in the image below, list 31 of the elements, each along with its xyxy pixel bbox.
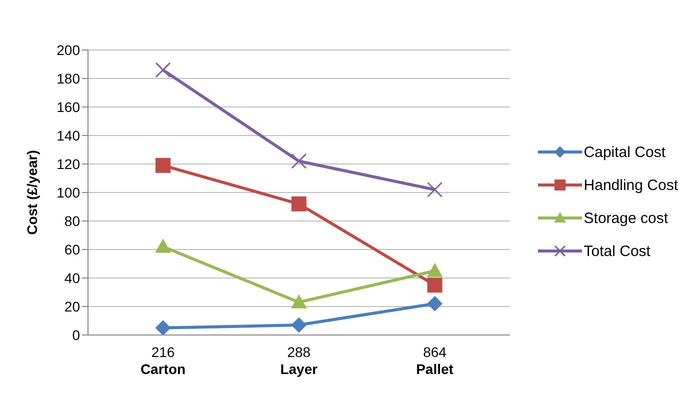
point bbox=[427, 296, 442, 312]
y-tick-label: 200 bbox=[56, 42, 80, 58]
x-tick-label: 864 Pallet bbox=[416, 344, 454, 377]
y-tick-label: 60 bbox=[64, 241, 80, 258]
x-tick-label: 288 Layer bbox=[280, 344, 318, 377]
point bbox=[156, 320, 170, 335]
point bbox=[291, 196, 306, 212]
point bbox=[427, 182, 443, 198]
point bbox=[427, 263, 442, 277]
y-tick-label: 140 bbox=[56, 127, 80, 144]
y-tick-label: 100 bbox=[56, 184, 80, 200]
point bbox=[291, 318, 306, 333]
legend-label: Total Cost bbox=[584, 242, 650, 262]
y-tick-label: 160 bbox=[56, 98, 80, 115]
y-tick-label: 120 bbox=[56, 156, 80, 172]
point bbox=[291, 153, 307, 169]
y-tick-label: 0 bbox=[72, 326, 80, 343]
y-tick-label: 180 bbox=[56, 70, 80, 86]
y-tick-label: 20 bbox=[64, 298, 80, 314]
y-tick-label: 80 bbox=[64, 212, 80, 229]
point bbox=[156, 239, 170, 253]
y-tick-label: 40 bbox=[64, 270, 80, 286]
point bbox=[155, 62, 171, 78]
point bbox=[427, 278, 442, 293]
legend-label: Storage cost bbox=[584, 208, 668, 228]
legend-label: Handling Cost bbox=[584, 176, 678, 196]
point bbox=[291, 294, 306, 308]
y-axis-title: Cost (£/year) bbox=[24, 150, 40, 235]
point bbox=[156, 158, 170, 173]
x-tick-label: 216 Carton bbox=[140, 344, 186, 377]
legend-label: Capital Cost bbox=[584, 142, 666, 162]
